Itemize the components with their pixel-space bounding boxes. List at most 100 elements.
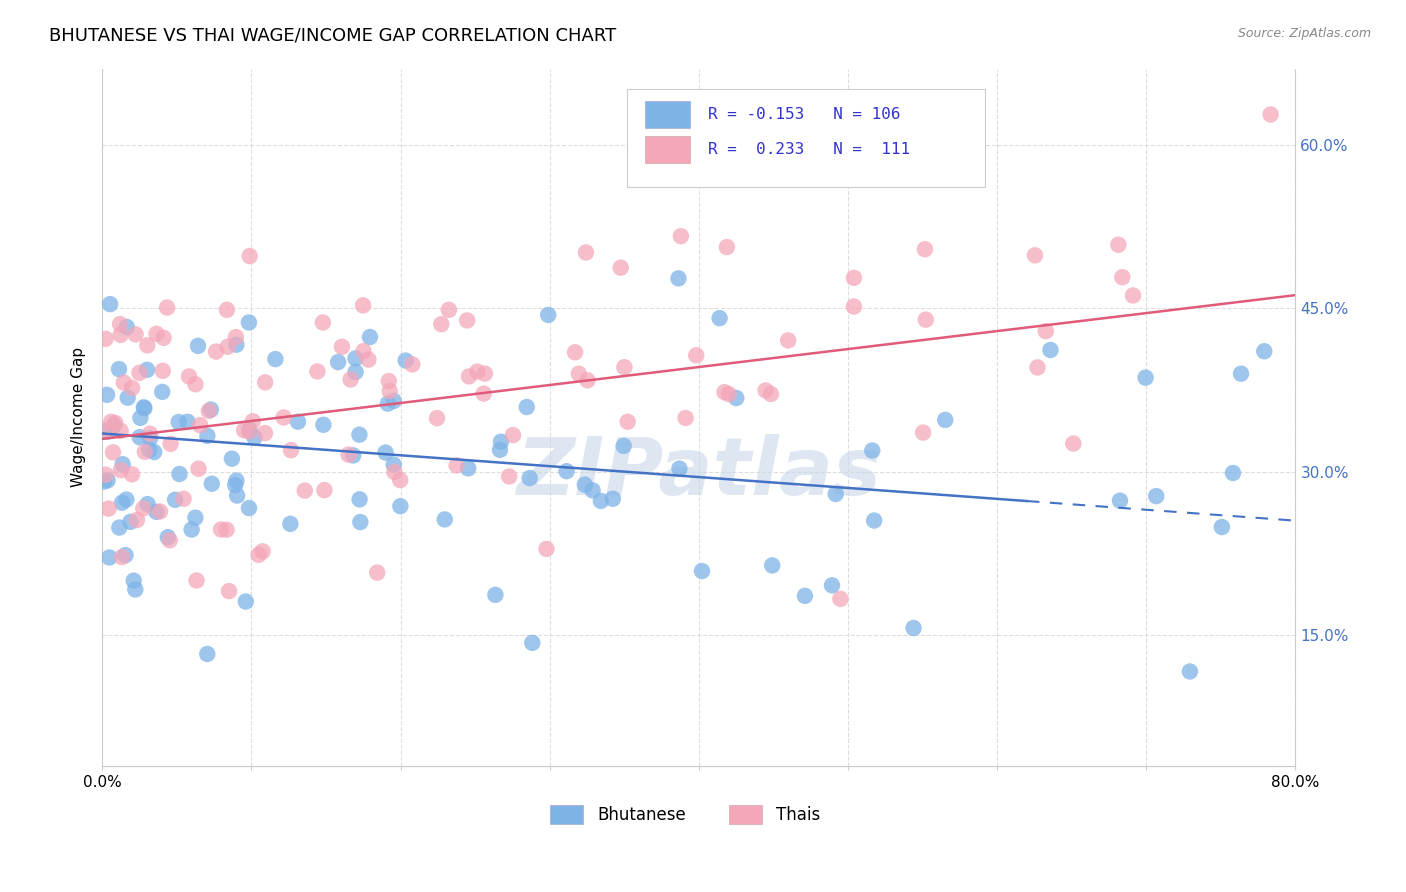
Point (1024, 248, 1046, 262)
Bar (645, 136, 690, 162)
Point (401, 358, 423, 372)
Point (152, 364, 174, 378)
Point (225, 330, 247, 344)
Point (1260, 107, 1282, 121)
Point (564, 345, 586, 359)
Point (108, 362, 131, 376)
Point (912, 425, 935, 440)
Point (273, 410, 295, 425)
Point (581, 483, 603, 498)
Point (342, 449, 364, 463)
Point (264, 352, 287, 367)
Point (195, 429, 218, 443)
Point (114, 548, 136, 562)
Point (124, 582, 146, 597)
Point (377, 396, 399, 410)
Point (239, 249, 262, 263)
Point (860, 443, 883, 458)
Point (1253, 344, 1275, 359)
Point (519, 471, 541, 485)
Point (821, 578, 844, 592)
Point (156, 530, 179, 544)
Point (830, 591, 852, 606)
Point (101, 445, 124, 459)
Point (247, 548, 270, 562)
Point (484, 588, 506, 602)
Point (177, 369, 200, 384)
Point (225, 337, 247, 351)
Point (242, 414, 264, 428)
Point (173, 491, 195, 506)
Point (574, 477, 596, 491)
Point (112, 376, 135, 390)
Point (842, 300, 865, 314)
Point (238, 423, 260, 437)
Point (139, 431, 162, 445)
Point (863, 514, 886, 528)
Point (167, 415, 190, 429)
Point (516, 400, 538, 414)
Point (395, 353, 418, 368)
Point (359, 330, 381, 344)
Point (1039, 343, 1062, 357)
Point (1222, 466, 1244, 480)
Point (1111, 270, 1133, 285)
Point (176, 415, 198, 429)
Point (93, 475, 115, 489)
Point (536, 541, 558, 556)
Point (184, 510, 207, 524)
Point (117, 391, 139, 405)
Point (339, 372, 361, 386)
Bar (728, 805, 762, 824)
Point (243, 431, 266, 445)
Point (669, 229, 692, 244)
Point (690, 564, 713, 578)
Point (96, 388, 118, 402)
Point (110, 327, 132, 342)
Point (108, 317, 131, 331)
Point (613, 360, 636, 375)
Point (312, 316, 335, 330)
Point (446, 458, 468, 473)
Point (115, 492, 138, 507)
Point (1035, 324, 1057, 338)
Point (589, 494, 612, 508)
Point (110, 424, 132, 438)
Point (498, 469, 520, 483)
Point (143, 445, 166, 459)
Point (115, 320, 138, 334)
Point (121, 381, 143, 395)
Point (96, 423, 118, 437)
Point (121, 467, 143, 482)
Point (180, 523, 202, 537)
Point (136, 363, 159, 377)
Point (98, 297, 121, 311)
Point (609, 260, 631, 275)
Point (725, 391, 748, 405)
Point (344, 365, 367, 379)
Text: Bhutanese: Bhutanese (598, 805, 686, 823)
Point (159, 437, 181, 451)
Point (94, 467, 117, 482)
Point (456, 313, 478, 327)
Point (842, 270, 865, 285)
Point (97, 425, 120, 439)
Point (235, 594, 257, 608)
Point (188, 418, 211, 433)
Point (430, 317, 453, 331)
Point (280, 516, 302, 531)
Point (709, 311, 731, 326)
Point (1107, 237, 1129, 252)
Point (111, 457, 134, 471)
Point (128, 366, 150, 380)
Point (489, 442, 512, 457)
Point (433, 512, 456, 526)
Point (209, 523, 232, 537)
Point (761, 558, 783, 573)
Point (384, 465, 406, 479)
Point (613, 439, 636, 453)
Point (198, 404, 221, 418)
Point (352, 298, 374, 312)
Point (1211, 520, 1233, 534)
Point (136, 497, 159, 511)
